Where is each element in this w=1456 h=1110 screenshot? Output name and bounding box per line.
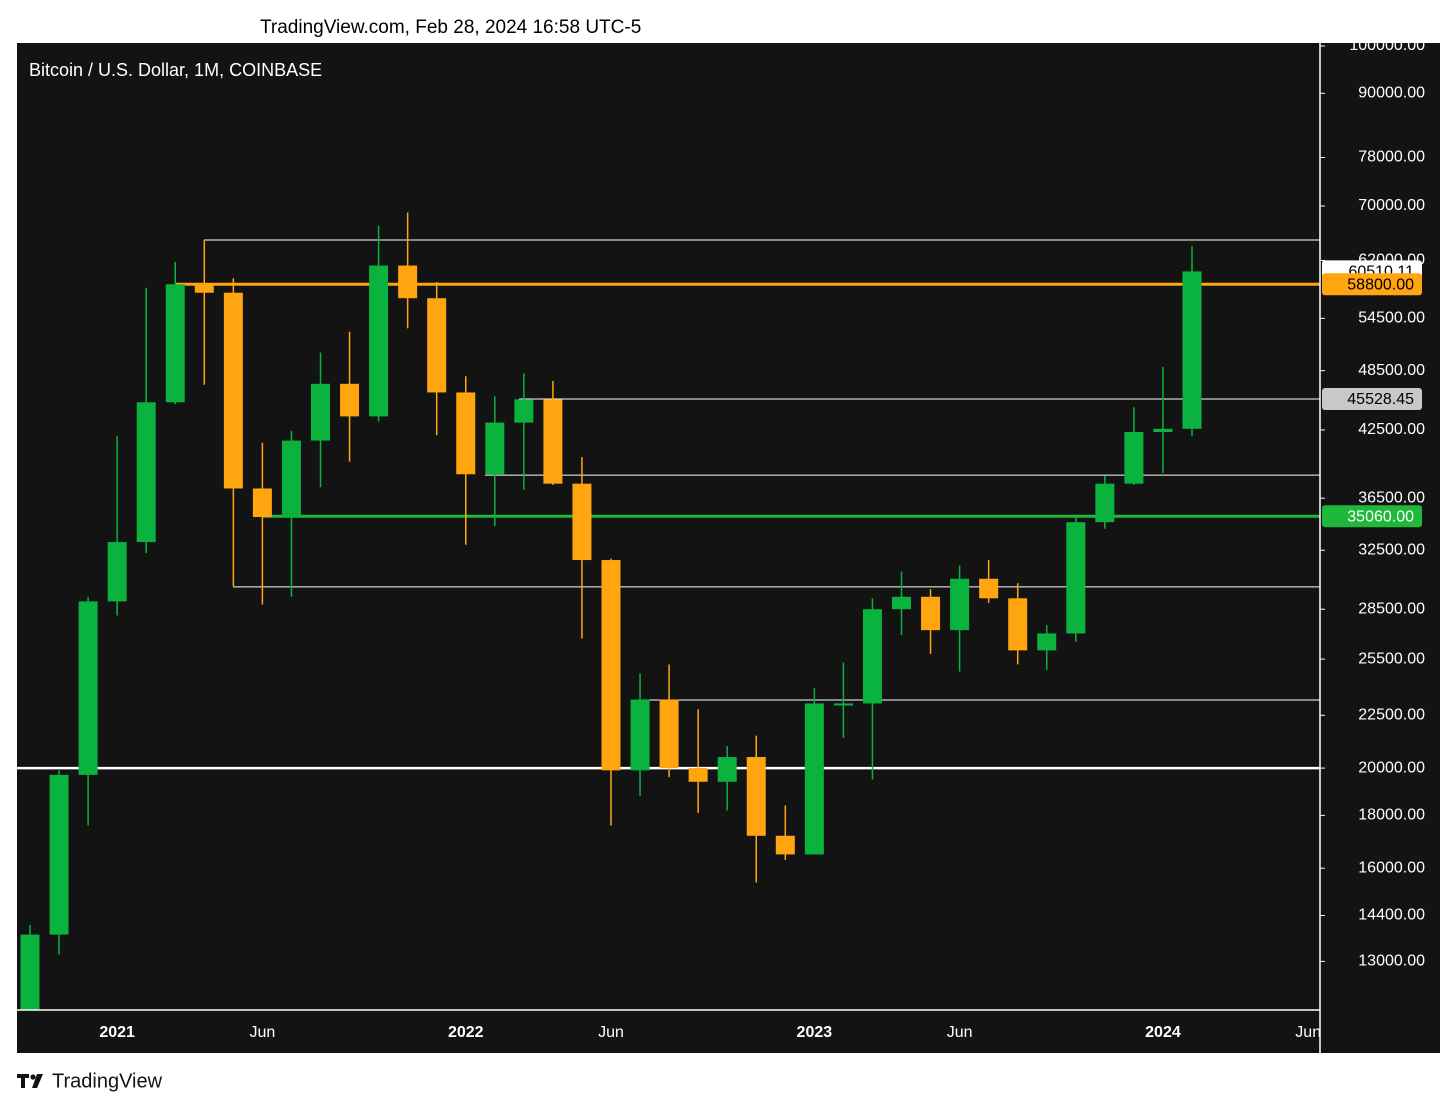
y-tick-label: 54500.00 <box>1358 310 1425 327</box>
candle-body <box>833 703 853 706</box>
candle-body <box>1037 633 1057 651</box>
candle-body <box>950 578 970 631</box>
y-tick-label: 78000.00 <box>1358 149 1425 166</box>
candle-body <box>78 601 98 775</box>
plot-area <box>17 212 1320 1010</box>
x-tick-label: 2024 <box>1145 1024 1181 1041</box>
y-tick-label: 28500.00 <box>1358 600 1425 617</box>
chart-background <box>17 43 1440 1053</box>
y-tick-label: 48500.00 <box>1358 362 1425 379</box>
candle-body <box>921 596 941 631</box>
x-tick-label: Jun <box>250 1024 276 1041</box>
candle-body <box>223 292 243 489</box>
candle-body <box>281 440 301 518</box>
candle-body <box>659 699 679 769</box>
candle-body <box>427 298 447 393</box>
y-tick-label: 70000.00 <box>1358 197 1425 214</box>
y-tick-label: 20000.00 <box>1358 759 1425 776</box>
candle-body <box>630 699 650 771</box>
price-badge-label: 58800.00 <box>1347 276 1414 293</box>
brand-name: TradingView <box>52 1070 163 1092</box>
candle-body <box>1008 598 1028 651</box>
candle-body <box>107 542 127 602</box>
x-tick-label: 2023 <box>797 1024 833 1041</box>
candle-body <box>20 934 40 1010</box>
candle-body <box>485 422 505 475</box>
candle-body <box>49 774 69 935</box>
y-tick-label: 42500.00 <box>1358 421 1425 438</box>
candle-body <box>717 757 737 782</box>
y-tick-label: 62000.00 <box>1358 252 1425 269</box>
candle-body <box>1095 483 1115 523</box>
price-badge-label: 35060.00 <box>1347 508 1414 525</box>
candle-body <box>1153 428 1173 433</box>
candle-body <box>979 578 999 599</box>
x-tick-label: Jun <box>598 1024 624 1041</box>
candle-body <box>862 609 882 704</box>
y-tick-label: 36500.00 <box>1358 489 1425 506</box>
price-badge-label: 45528.45 <box>1347 391 1414 408</box>
y-tick-label: 16000.00 <box>1358 859 1425 876</box>
candle-body <box>775 835 795 855</box>
candle-body <box>311 383 330 441</box>
price-badge <box>1322 273 1422 296</box>
source-line: TradingView.com, Feb 28, 2024 16:58 UTC-… <box>260 17 641 38</box>
y-tick-label: 90000.00 <box>1358 84 1425 101</box>
candle-body <box>136 402 156 543</box>
candle-body <box>543 399 563 484</box>
y-tick-label: 32500.00 <box>1358 541 1425 558</box>
y-tick-label: 14400.00 <box>1358 907 1425 924</box>
candle-body <box>456 392 476 475</box>
x-tick-label: Jun <box>1295 1024 1321 1041</box>
x-tick-label: 2022 <box>448 1024 484 1041</box>
chart-title: Bitcoin / U.S. Dollar, 1M, COINBASE <box>29 60 322 80</box>
candle-body <box>1182 271 1202 429</box>
candle-body <box>194 284 214 293</box>
candle-body <box>252 488 272 518</box>
candle-body <box>369 265 389 417</box>
candle-body <box>746 757 766 836</box>
candle-body <box>340 383 360 417</box>
candle-body <box>688 768 708 782</box>
x-tick-label: Jun <box>947 1024 973 1041</box>
y-tick-label: 25500.00 <box>1358 650 1425 667</box>
y-tick-label: 13000.00 <box>1358 953 1425 970</box>
price-badge <box>1322 505 1422 528</box>
candle-body <box>514 399 534 423</box>
x-tick-label: 2021 <box>99 1024 135 1041</box>
price-badge <box>1322 388 1422 411</box>
candle-body <box>892 596 911 610</box>
y-tick-label: 18000.00 <box>1358 807 1425 824</box>
candle-body <box>601 560 621 771</box>
y-tick-label: 22500.00 <box>1358 706 1425 723</box>
y-tick-label: 100000.00 <box>1349 37 1425 54</box>
candle-body <box>804 703 824 855</box>
candle-body <box>165 284 185 403</box>
candle-body <box>1124 432 1144 484</box>
candle-body <box>572 483 592 561</box>
brand-logo <box>17 1074 43 1088</box>
candle-body <box>1066 522 1086 634</box>
candle-body <box>398 265 418 299</box>
